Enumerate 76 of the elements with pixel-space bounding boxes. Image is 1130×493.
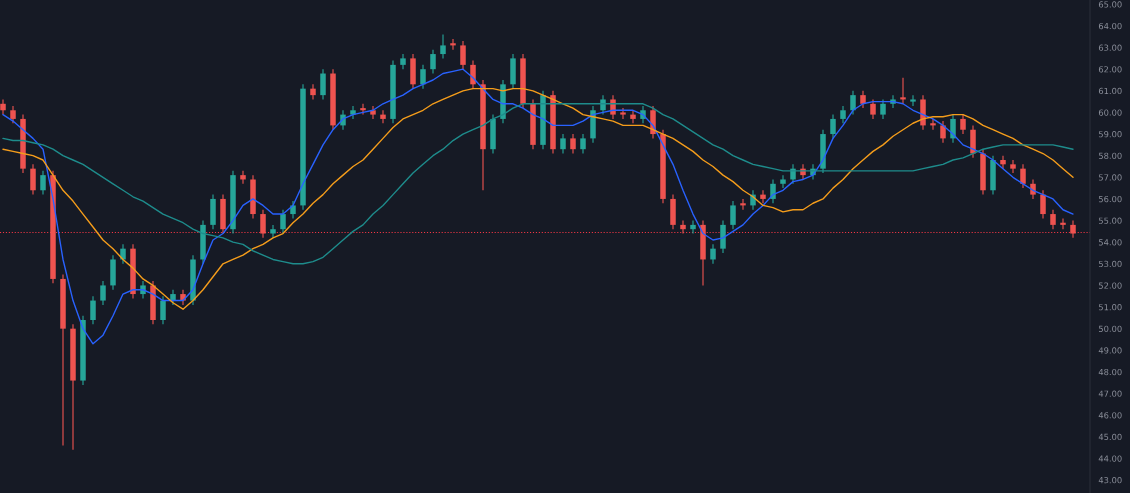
candlestick (900, 77, 906, 105)
candlestick (1050, 209, 1056, 230)
candlestick (0, 98, 6, 116)
candlestick (930, 118, 936, 131)
candlestick (260, 209, 266, 239)
y-tick-label: 64.00 (1098, 22, 1122, 30)
candlestick (30, 163, 36, 196)
candlestick (470, 59, 476, 90)
y-tick-label: 51.00 (1098, 304, 1122, 311)
y-tick-label: 62.00 (1098, 66, 1122, 73)
y-tick-label: 59.00 (1098, 131, 1122, 138)
candlestick (730, 200, 736, 230)
candlestick (310, 83, 316, 101)
y-tick-label: 46.00 (1098, 412, 1122, 419)
candlestick (120, 243, 126, 265)
candlestick (100, 280, 106, 306)
y-tick-label: 45.00 (1098, 433, 1122, 441)
candlestick (450, 38, 456, 51)
candlestick (720, 219, 726, 254)
candlestick (240, 170, 246, 185)
candlestick (1040, 189, 1046, 219)
candlestick (850, 90, 856, 116)
candlestick (580, 133, 586, 155)
y-tick-label: 52.00 (1098, 282, 1122, 289)
y-tick-label: 60.00 (1098, 109, 1122, 116)
y-tick-label: 57.00 (1098, 174, 1122, 181)
y-tick-label: 47.00 (1098, 390, 1122, 397)
candlestick (1010, 159, 1016, 174)
candlestick (440, 34, 446, 59)
y-tick-label: 49.00 (1098, 347, 1122, 354)
y-tick-label: 55.00 (1098, 217, 1122, 224)
candlestick (270, 224, 276, 239)
candlestick (690, 219, 696, 235)
candlestick (430, 49, 436, 75)
candlestick (90, 295, 96, 325)
candlestick (870, 98, 876, 120)
candlestick (620, 107, 626, 120)
y-tick-label: 44.00 (1098, 455, 1122, 462)
candlestick (40, 170, 46, 196)
y-tick-label: 43.00 (1098, 477, 1122, 484)
candlestick (360, 103, 366, 116)
y-tick-label: 53.00 (1098, 260, 1122, 268)
candlestick (400, 53, 406, 70)
y-tick-label: 48.00 (1098, 368, 1122, 376)
candlestick (1060, 217, 1066, 230)
candlestick (830, 114, 836, 139)
candlestick (280, 209, 286, 235)
line-series (2, 87, 1074, 310)
candlestick (880, 98, 886, 120)
candlestick (1020, 163, 1026, 189)
y-tick-label: 56.00 (1098, 195, 1122, 203)
y-tick-label: 65.00 (1098, 1, 1122, 8)
candlestick (380, 109, 386, 124)
candlestick (570, 133, 576, 155)
y-tick-label: 50.00 (1098, 325, 1122, 332)
candlestick (910, 94, 916, 107)
y-tick-label: 61.00 (1098, 87, 1122, 95)
candlestick (420, 64, 426, 90)
y-tick-label: 54.00 (1098, 239, 1122, 246)
candlestick (160, 295, 166, 325)
candlestick (560, 133, 566, 155)
candlestick (940, 120, 946, 144)
candlestick (780, 174, 786, 189)
candlestick (680, 219, 686, 235)
y-tick-label: 63.00 (1098, 44, 1122, 51)
candlestick (1000, 155, 1006, 170)
candlestick (710, 243, 716, 265)
candlestick (960, 114, 966, 135)
candlestick (740, 198, 746, 211)
candlestick (630, 109, 636, 124)
candlestick (950, 114, 956, 144)
y-tick-label: 58.00 (1098, 152, 1122, 159)
candlestick (460, 40, 466, 70)
candlestick (970, 124, 976, 159)
candlestick (760, 189, 766, 204)
candlestick (320, 68, 326, 101)
